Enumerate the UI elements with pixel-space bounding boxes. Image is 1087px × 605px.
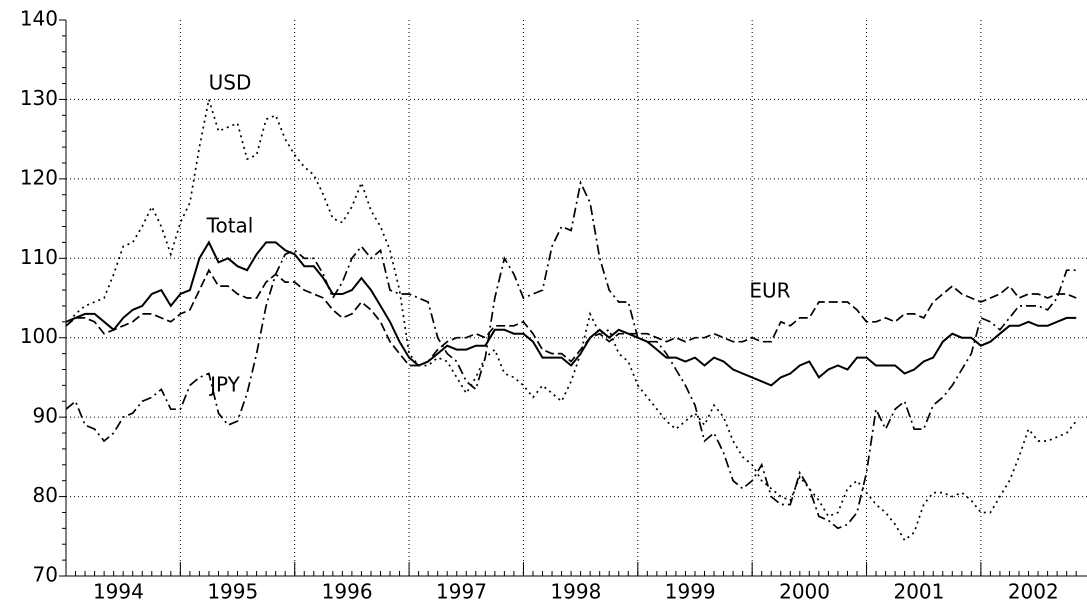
series-label: JPY — [208, 373, 241, 397]
y-tick-label: 110 — [20, 245, 58, 269]
x-tick-label: 1996 — [322, 580, 373, 604]
y-tick-label: 120 — [20, 165, 58, 189]
series-line — [65, 240, 1077, 387]
series-label: EUR — [749, 279, 790, 303]
y-tick-label: 80 — [33, 483, 58, 507]
x-tick-label: 1997 — [436, 580, 487, 604]
series-line — [65, 268, 1077, 367]
y-tick-label: 130 — [20, 86, 58, 110]
series-label: Total — [206, 214, 254, 238]
y-tick-label: 70 — [33, 563, 58, 587]
x-tick-label: 1998 — [550, 580, 601, 604]
x-tick-label: 1999 — [665, 580, 716, 604]
x-tick-label: 2002 — [1008, 580, 1059, 604]
x-tick-label: 2000 — [779, 580, 830, 604]
y-tick-label: 140 — [20, 7, 58, 31]
x-tick-label: 2001 — [893, 580, 944, 604]
y-tick-label: 90 — [33, 404, 58, 428]
series-line — [65, 180, 1077, 530]
series-line — [65, 99, 1077, 542]
y-tick-label: 100 — [20, 324, 58, 348]
x-tick-label: 1994 — [93, 580, 144, 604]
series-label: USD — [209, 71, 252, 95]
x-tick-label: 1995 — [207, 580, 258, 604]
